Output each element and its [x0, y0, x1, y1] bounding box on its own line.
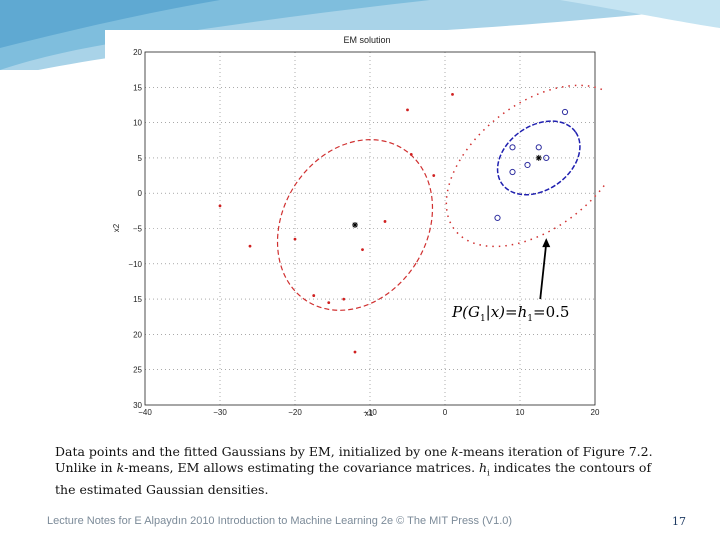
data-point-circle	[543, 154, 550, 162]
em-plot: −40 −30 −20 −10 0 10 20 20 15 10 5 0 −5 −10 15 20 25 30 E…	[112, 35, 605, 418]
caption-line-2: Unlike in k-means, EM allows estimating …	[55, 460, 655, 482]
data-point-dot	[409, 152, 413, 156]
chart-title: EM solution	[343, 35, 390, 45]
caption-text: -means, EM allows estimating the covaria…	[124, 460, 480, 475]
y-tick-label: 15	[133, 295, 142, 304]
caption-h-sub: i	[487, 468, 490, 478]
caption-line-3: the estimated Gaussian densities.	[55, 481, 269, 497]
annotation-sub1: 1	[479, 314, 486, 324]
annotation-arrow-head	[542, 238, 551, 248]
caption-text: indicates the contours of	[489, 460, 652, 475]
caption-text: Data points and the fitted Gaussians by …	[55, 444, 452, 459]
mean-stroke	[352, 222, 358, 228]
plot-frame	[144, 51, 596, 406]
data-point-dot	[353, 350, 357, 354]
footer-text: Lecture Notes for E Alpaydın 2010 Introd…	[47, 515, 513, 527]
y-tick-label: 20	[133, 48, 142, 57]
annotation-arrow-shaft	[539, 242, 548, 300]
x-axis-label: x1	[365, 409, 374, 418]
figure-caption: Data points and the fitted Gaussians by …	[55, 444, 655, 498]
caption-h: h	[479, 460, 488, 475]
data-point-circle	[494, 214, 501, 222]
em-figure: −40 −30 −20 −10 0 10 20 20 15 10 5 0 −5 −10 15 20 25 30 E…	[105, 30, 605, 418]
y-axis-label: x2	[112, 223, 121, 232]
data-point-dot	[293, 237, 297, 241]
data-point-dot	[361, 248, 364, 252]
contour-g1-dotted	[445, 84, 605, 248]
annotation-middle: |x)=h	[485, 303, 528, 321]
contour-g2-dashed	[276, 139, 434, 311]
x-tick-label: 10	[516, 408, 525, 417]
data-point-circle	[535, 144, 542, 151]
annotation-sub2: 1	[527, 314, 534, 324]
data-point-dot	[312, 294, 316, 297]
page-number: 17	[672, 515, 686, 528]
data-point-dot	[327, 301, 331, 305]
x-tick-label: 0	[443, 408, 448, 417]
x-tick-label: −20	[288, 408, 302, 417]
y-tick-label: 15	[133, 83, 142, 92]
data-point-dot	[406, 108, 409, 112]
data-point-dot	[248, 244, 252, 248]
caption-k: k	[116, 460, 125, 475]
caption-text: Unlike in	[55, 460, 117, 475]
y-tick-label: 20	[133, 330, 142, 339]
mean-marker	[352, 221, 358, 228]
x-tick-label: −40	[138, 408, 152, 417]
data-point-circle	[509, 144, 516, 151]
caption-line-1: Data points and the fitted Gaussians by …	[55, 444, 655, 460]
data-point-circle	[561, 108, 569, 116]
y-tick-label: −10	[128, 260, 142, 269]
data-point-dot	[432, 174, 436, 177]
y-tick-label: 5	[138, 154, 143, 163]
caption-k: k	[451, 444, 459, 459]
x-tick-label: −30	[213, 408, 227, 417]
annotation-suffix: =0.5	[533, 303, 570, 321]
data-point-circle	[509, 168, 516, 176]
y-tick-label: 0	[138, 189, 143, 198]
caption-text: -means iteration of Figure 7.2.	[458, 444, 653, 459]
data-point-dot	[451, 92, 454, 96]
y-tick-label: 25	[133, 366, 142, 375]
annotation-prefix: P(G	[452, 303, 480, 321]
y-tick-label: 10	[133, 119, 142, 128]
x-tick-label: −10	[363, 408, 377, 417]
mean-stroke	[536, 155, 542, 161]
x-tick-label: 20	[591, 408, 600, 417]
data-point-circle	[524, 161, 531, 169]
data-point-dot	[383, 220, 387, 223]
posterior-annotation: P(G1|x)=h1=0.5	[452, 303, 569, 324]
y-tick-label: 30	[133, 401, 142, 410]
mean-marker	[535, 154, 542, 161]
data-point-dot	[218, 204, 222, 208]
data-point-dot	[342, 297, 346, 301]
y-tick-label: −5	[133, 225, 143, 234]
